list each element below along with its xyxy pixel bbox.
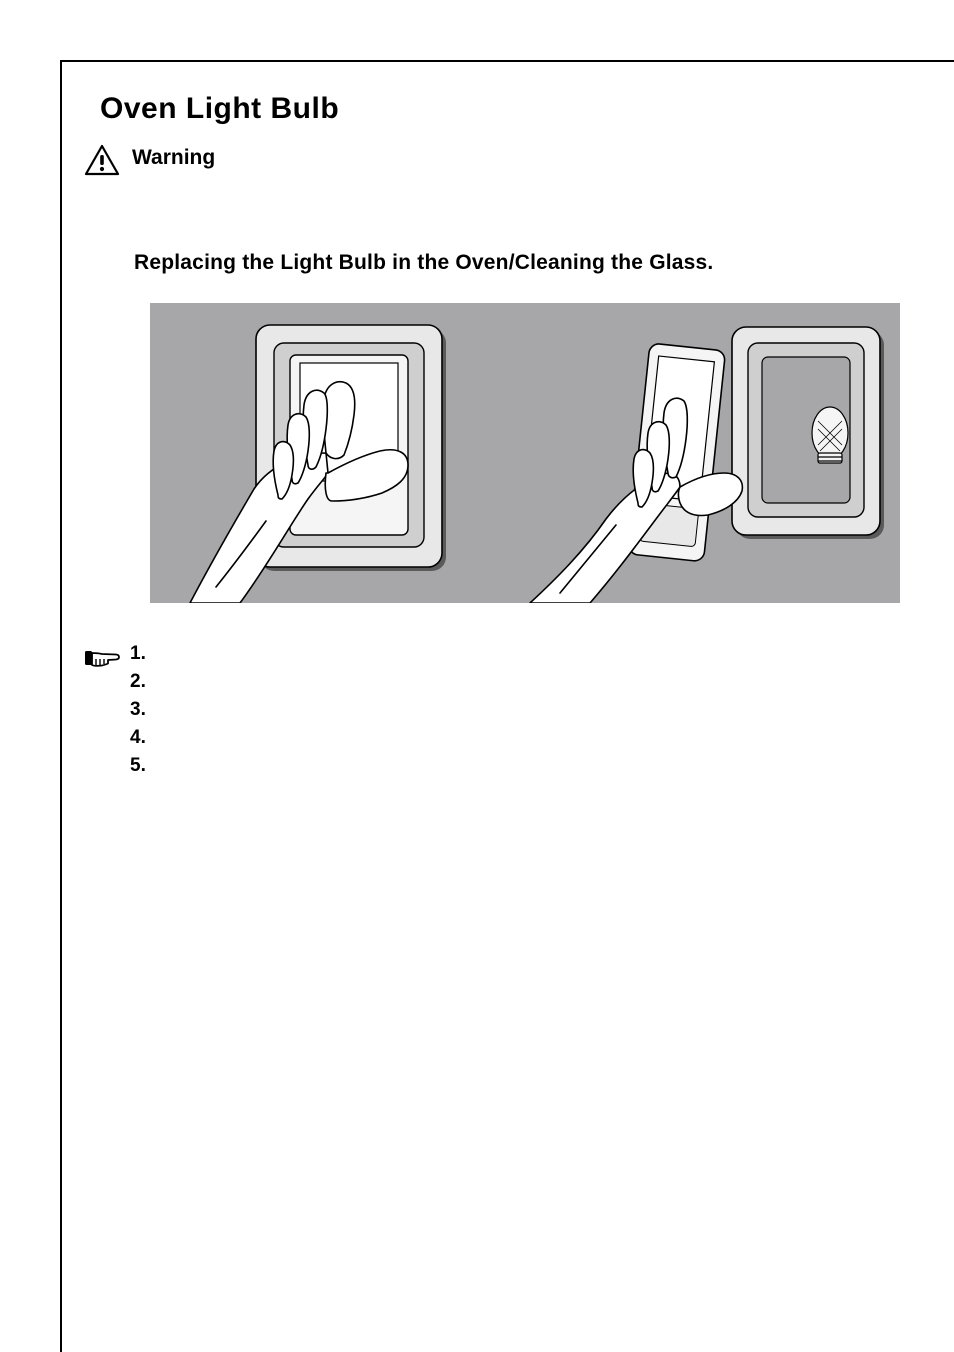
pointing-hand-icon [84,645,120,674]
step-number: 5. [130,755,146,777]
warning-triangle-icon [84,144,120,181]
step-number: 2. [130,671,146,693]
light-bulb-illustration [150,303,900,603]
content-frame: Oven Light Bulb Warning Replacing the Li… [60,60,954,1352]
page: Oven Light Bulb Warning Replacing the Li… [0,0,954,1352]
step-number: 4. [130,727,146,749]
step-number: 1. [130,643,146,665]
warning-label: Warning [132,146,215,170]
warning-row: Warning [84,144,954,181]
section-heading: Oven Light Bulb [100,92,954,126]
sub-heading: Replacing the Light Bulb in the Oven/Cle… [134,251,954,275]
step-number: 3. [130,699,146,721]
steps-list: 1. 2. 3. 4. 5. [130,643,146,777]
steps-block: 1. 2. 3. 4. 5. [84,643,954,777]
